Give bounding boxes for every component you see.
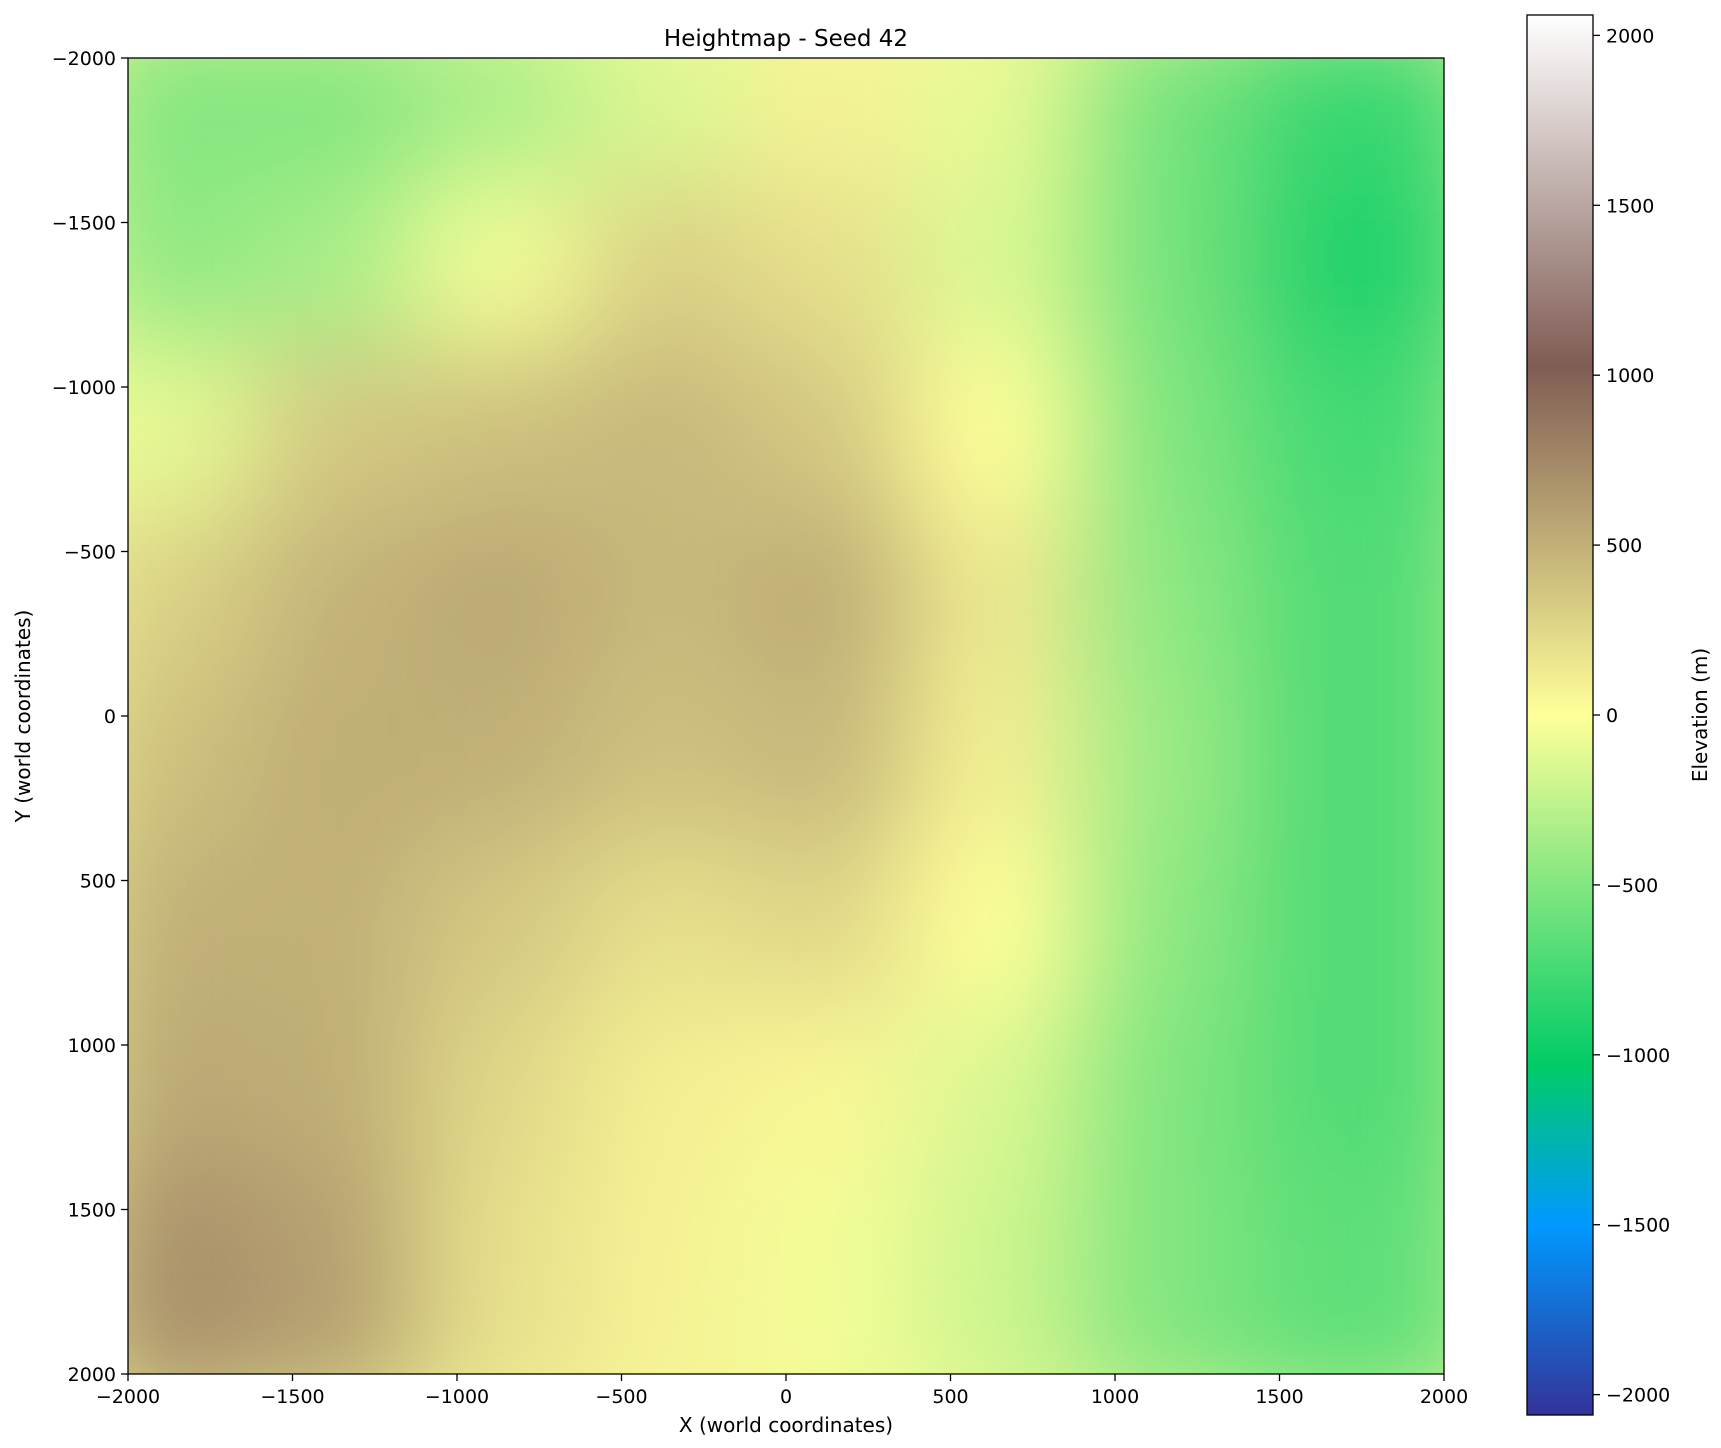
colorbar-label: Elevation (m) xyxy=(1688,648,1712,782)
y-tick-label: 1500 xyxy=(68,1200,116,1222)
colorbar-tick-label: 2000 xyxy=(1606,25,1654,47)
colorbar-tick-label: 1500 xyxy=(1606,195,1654,217)
y-tick-label: 1000 xyxy=(68,1035,116,1057)
x-tick-label: 1500 xyxy=(1255,1386,1303,1408)
colorbar: −2000 −1500 −1000 −500 0 500 1000 1500 2000 Elev… xyxy=(1526,14,1712,1416)
plot-area xyxy=(127,57,1445,1375)
colorbar-tick-label: 0 xyxy=(1606,705,1618,727)
x-tick-label: −1000 xyxy=(425,1386,489,1408)
y-axis: −2000 −1500 −1000 −500 0 500 1000 1500 2000 xyxy=(52,48,128,1386)
colorbar-tick-label: −1000 xyxy=(1606,1045,1670,1067)
colorbar-tick-label: 1000 xyxy=(1606,365,1654,387)
x-tick-label: −1500 xyxy=(260,1386,324,1408)
x-tick-label: 500 xyxy=(932,1386,968,1408)
colorbar-tick-label: −2000 xyxy=(1606,1385,1670,1407)
y-axis-label: Y (world coordinates) xyxy=(11,610,35,824)
x-tick-label: 2000 xyxy=(1420,1386,1468,1408)
x-axis-label: X (world coordinates) xyxy=(679,1413,893,1437)
y-tick-label: −1000 xyxy=(52,377,116,399)
heatmap-cells xyxy=(128,58,1444,1374)
colorbar-tick-label: −500 xyxy=(1606,875,1658,897)
y-tick-label: −1500 xyxy=(52,213,116,235)
y-tick-label: 2000 xyxy=(68,1364,116,1386)
y-tick-label: 500 xyxy=(80,871,116,893)
chart-title: Heightmap - Seed 42 xyxy=(664,26,908,52)
y-tick-label: −500 xyxy=(64,542,116,564)
x-tick-label: 1000 xyxy=(1091,1386,1139,1408)
colorbar-ticks: −2000 −1500 −1000 −500 0 500 1000 1500 2000 xyxy=(1593,25,1670,1407)
heatmap-cell xyxy=(1239,1169,1444,1374)
x-axis: −2000 −1500 −1000 −500 0 500 1000 1500 2000 xyxy=(96,1374,1468,1408)
y-tick-label: −2000 xyxy=(52,48,116,70)
x-tick-label: −500 xyxy=(595,1386,647,1408)
y-tick-label: 0 xyxy=(104,706,116,728)
colorbar-tick-label: −1500 xyxy=(1606,1215,1670,1237)
colorbar-tick-label: 500 xyxy=(1606,535,1642,557)
x-tick-label: 0 xyxy=(780,1386,792,1408)
colorbar-fill xyxy=(1527,15,1593,1415)
x-tick-label: −2000 xyxy=(96,1386,160,1408)
